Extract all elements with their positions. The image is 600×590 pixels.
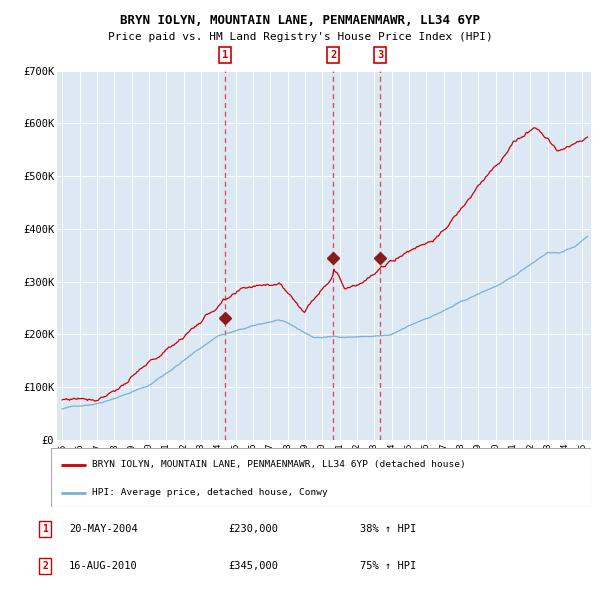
Text: 16-AUG-2010: 16-AUG-2010: [69, 561, 138, 571]
Text: 1: 1: [42, 524, 48, 534]
Text: HPI: Average price, detached house, Conwy: HPI: Average price, detached house, Conw…: [91, 488, 327, 497]
Text: 3: 3: [377, 50, 383, 60]
Text: 1: 1: [222, 50, 228, 60]
Text: 38% ↑ HPI: 38% ↑ HPI: [360, 524, 416, 534]
Text: 75% ↑ HPI: 75% ↑ HPI: [360, 561, 416, 571]
Text: 2: 2: [42, 561, 48, 571]
Text: 20-MAY-2004: 20-MAY-2004: [69, 524, 138, 534]
Text: £345,000: £345,000: [228, 561, 278, 571]
Text: £230,000: £230,000: [228, 524, 278, 534]
Text: Price paid vs. HM Land Registry's House Price Index (HPI): Price paid vs. HM Land Registry's House …: [107, 32, 493, 42]
Text: BRYN IOLYN, MOUNTAIN LANE, PENMAENMAWR, LL34 6YP (detached house): BRYN IOLYN, MOUNTAIN LANE, PENMAENMAWR, …: [91, 460, 465, 470]
Text: BRYN IOLYN, MOUNTAIN LANE, PENMAENMAWR, LL34 6YP: BRYN IOLYN, MOUNTAIN LANE, PENMAENMAWR, …: [120, 14, 480, 27]
Text: 2: 2: [330, 50, 337, 60]
FancyBboxPatch shape: [51, 448, 591, 507]
